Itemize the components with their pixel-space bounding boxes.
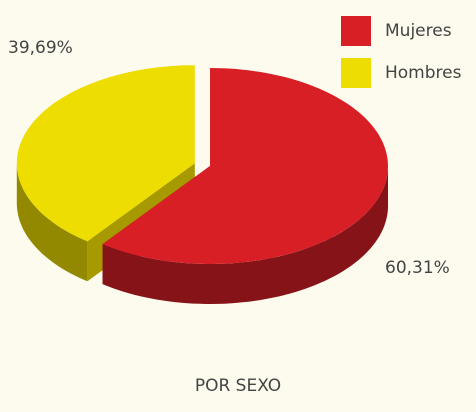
chart-title: POR SEXO — [195, 376, 281, 396]
legend-swatch — [341, 58, 371, 88]
value-label: 60,31% — [385, 258, 450, 278]
legend-swatch — [341, 16, 371, 46]
slice-side — [16, 163, 88, 282]
slice — [102, 68, 388, 264]
slice-side — [102, 166, 388, 304]
slice — [16, 65, 195, 242]
legend-label: Hombres — [385, 63, 462, 83]
value-label: 39,69% — [8, 38, 73, 58]
legend-label: Mujeres — [385, 21, 452, 41]
